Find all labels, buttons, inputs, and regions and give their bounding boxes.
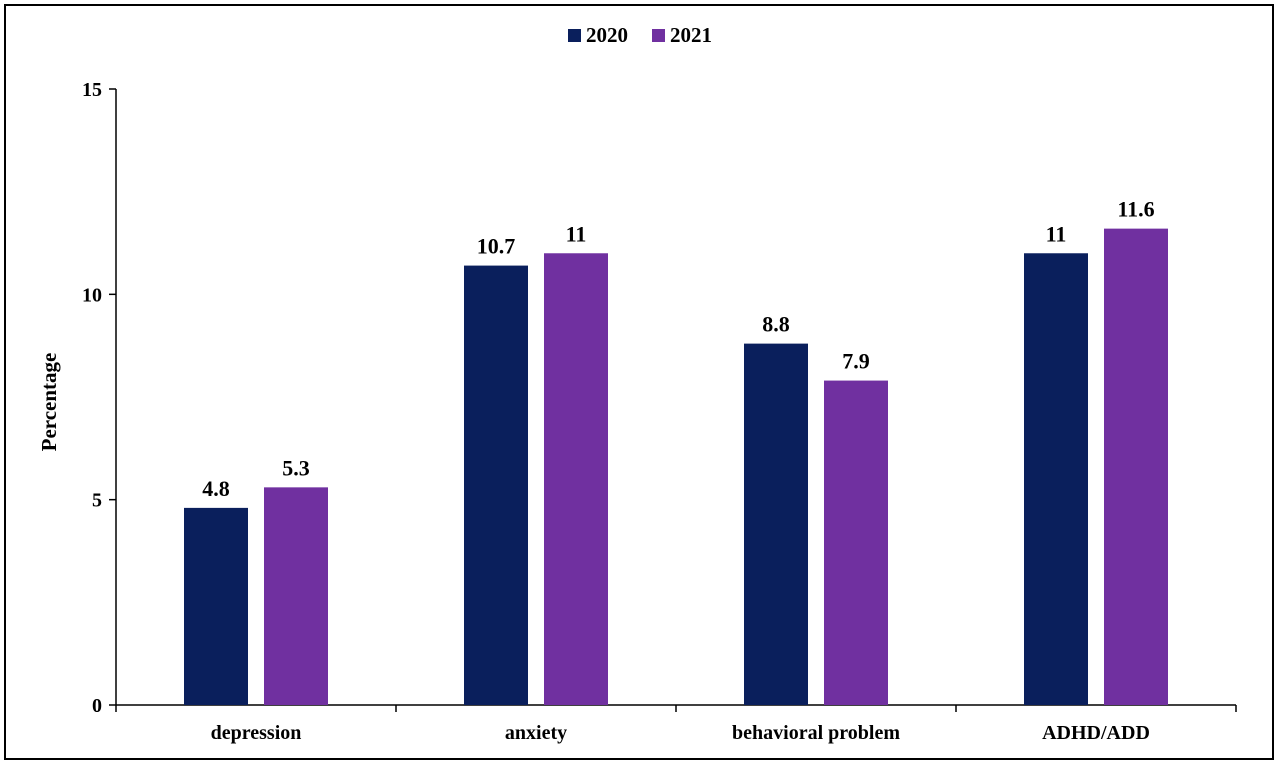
data-label: 11.6 [1117,197,1154,222]
bar-2021 [544,253,608,705]
bars [184,228,1168,706]
chart-frame: 2020 2021 0 5 10 15 depression anxiety behavio… [4,4,1274,760]
legend-swatch-2020 [568,29,581,42]
bar-2020 [1024,253,1088,705]
legend: 2020 2021 [568,23,712,47]
x-tick-label: ADHD/ADD [1042,722,1150,744]
data-labels: 4.8 5.3 10.7 11 8.8 7.9 11 11.6 [202,197,1154,501]
data-label: 10.7 [477,234,516,259]
y-tick-label: 0 [92,695,102,717]
legend-swatch-2021 [652,29,665,42]
bar-2021 [1104,228,1168,706]
data-label: 4.8 [202,476,230,501]
legend-label: 2021 [670,23,712,47]
bar-2021 [264,487,328,705]
data-label: 5.3 [282,455,310,480]
y-tick-label: 10 [82,284,102,306]
y-axis: 0 5 10 15 [82,79,117,717]
y-tick-label: 5 [92,490,102,512]
x-tick-label: depression [211,722,302,744]
y-axis-label: Percentage [37,353,61,452]
bar-2020 [184,507,248,705]
bar-2020 [744,343,808,705]
x-axis: depression anxiety behavioral problem ADHD/… [115,704,1237,744]
data-label: 7.9 [842,349,870,374]
data-label: 8.8 [762,312,790,337]
data-label: 11 [1046,221,1067,246]
bar-chart: 2020 2021 0 5 10 15 depression anxiety behavio… [37,23,1237,744]
legend-label: 2020 [586,23,628,47]
bar-2021 [824,380,888,705]
x-tick-label: behavioral problem [732,722,900,744]
x-tick-label: anxiety [505,722,567,744]
y-tick-label: 15 [82,79,102,101]
data-label: 11 [566,221,587,246]
bar-2020 [464,265,528,705]
